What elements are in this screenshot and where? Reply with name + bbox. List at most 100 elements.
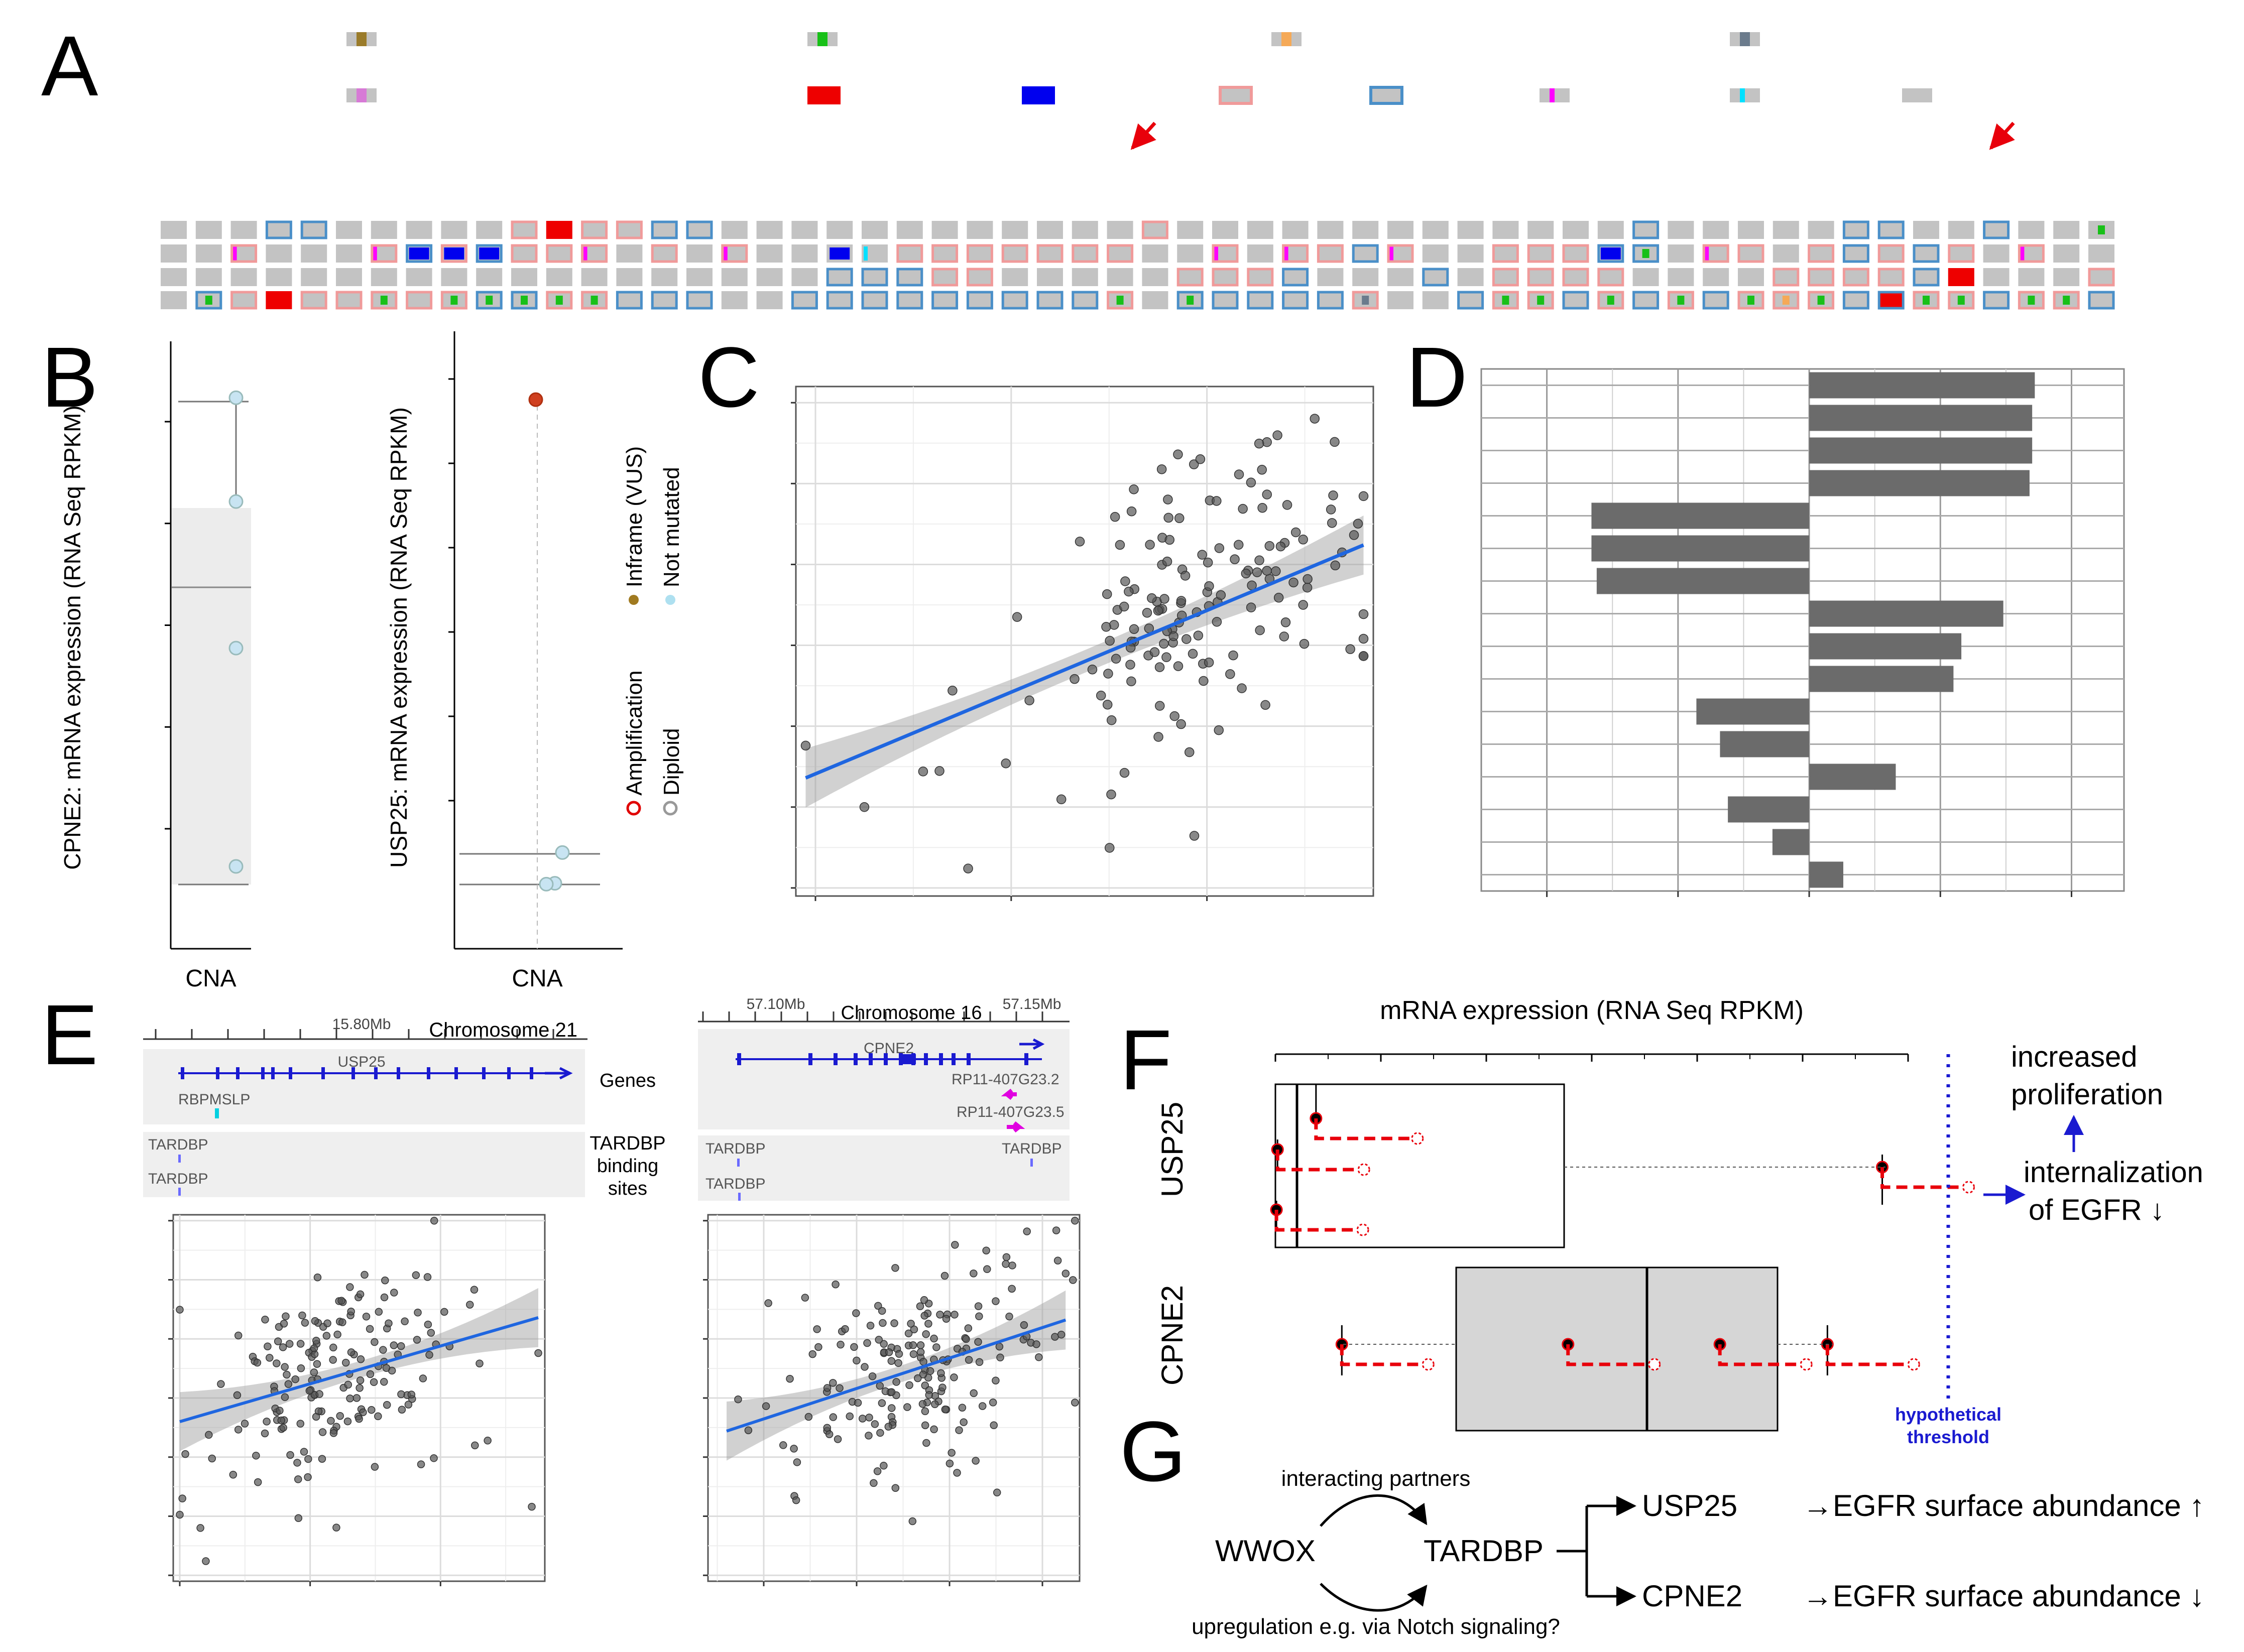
panel-c-scatter (791, 386, 1374, 901)
oncoprint-cell (1001, 244, 1028, 263)
f-cpne2-box (1455, 1266, 1779, 1432)
scatter-point (1272, 430, 1282, 440)
oncoprint-cell (1808, 291, 1835, 310)
oncoprint-cell (756, 268, 783, 286)
e-left-site1: TARDBP (148, 1136, 208, 1153)
scatter-point (252, 1452, 260, 1460)
bar-ppar (1591, 535, 1810, 562)
scatter-point (1280, 617, 1291, 627)
e-right-site1: TARDBP (705, 1140, 765, 1157)
oncoprint-cell (511, 244, 538, 263)
oncoprint-cell (1107, 244, 1134, 263)
scatter-point (414, 1309, 422, 1317)
scatter-point (1071, 1217, 1079, 1225)
oncoprint-cell (581, 291, 608, 310)
scatter-point (909, 1350, 918, 1358)
scatter-point (874, 1302, 882, 1310)
scatter-point (1173, 661, 1184, 671)
b-left-point (228, 641, 244, 656)
scatter-point (937, 1369, 945, 1377)
scatter-point (859, 802, 870, 812)
legend-amplification-swatch (626, 801, 641, 816)
scatter-point (962, 1335, 970, 1343)
scatter-point (1005, 1312, 1013, 1321)
scatter-point (300, 1448, 308, 1456)
oncoprint-cell (1457, 291, 1484, 310)
scatter-point (361, 1270, 369, 1279)
panel-f: mRNA expression (RNA Seq RPKM) USP25 CPN… (1155, 996, 2203, 1447)
oncoprint-cell (581, 244, 608, 263)
scatter-point (336, 1412, 344, 1420)
scatter-point (1193, 630, 1204, 641)
oncoprint-cell (1703, 221, 1729, 239)
scatter-point (1252, 567, 1262, 577)
scatter-point (371, 1338, 379, 1346)
scatter-point (1032, 1340, 1040, 1348)
oncoprint-cell (1703, 268, 1729, 286)
oncoprint-cell (686, 291, 713, 310)
legend-swatch-8 (1369, 86, 1403, 105)
oncoprint-cell (1632, 268, 1659, 286)
oncoprint-cell (1457, 268, 1484, 286)
scatter-point (948, 1449, 956, 1457)
scatter-point (875, 1336, 883, 1344)
oncoprint-cell (1702, 244, 1729, 263)
scatter-point (178, 1494, 186, 1502)
oncoprint-cell (1282, 244, 1309, 263)
scatter-point (1105, 636, 1115, 646)
scatter-point (1225, 669, 1235, 679)
panel-e-tracks: 15.80Mb Chromosome 21 USP25 RBPMSLP TARD… (143, 996, 1070, 1201)
oncoprint-cell (1737, 291, 1764, 310)
scatter-point (208, 1454, 216, 1463)
oncoprint-cell (2018, 268, 2045, 286)
g-edge-top: interacting partners (1281, 1466, 1471, 1491)
scatter-point (948, 686, 958, 696)
oncoprint-cell (862, 244, 888, 263)
legend-diploid: Diploid (659, 728, 684, 796)
scatter-point (357, 1355, 365, 1363)
scatter-point (1119, 768, 1130, 778)
scatter-point (1189, 459, 1199, 469)
scatter-point (176, 1510, 184, 1519)
oncoprint-cell (1668, 268, 1694, 286)
scatter-point (995, 1342, 1004, 1351)
oncoprint-cell (1773, 268, 1800, 287)
scatter-point (1216, 590, 1226, 600)
e-right-pos1: 57.10Mb (747, 996, 805, 1012)
scatter-point (955, 1426, 963, 1434)
scatter-point (829, 1413, 838, 1421)
scatter-point (1358, 651, 1369, 661)
scatter-point (298, 1311, 306, 1320)
oncoprint-cell (791, 291, 818, 310)
scatter-point (1199, 676, 1209, 686)
scatter-point (975, 1312, 983, 1321)
oncoprint-cell (1037, 221, 1063, 239)
scatter-point (951, 1241, 959, 1249)
scatter-point (1153, 605, 1163, 616)
scatter-point (1035, 1353, 1043, 1361)
scatter-point (277, 1416, 286, 1425)
scatter-point (375, 1308, 383, 1316)
legend-swatch-9 (1540, 88, 1570, 102)
scatter-point (970, 1269, 978, 1278)
oncoprint-cell (1422, 221, 1449, 239)
panel-b: CPNE2: mRNA expression (RNA Seq RPKM) CN… (59, 331, 684, 992)
scatter-point (534, 1349, 542, 1357)
oncoprint-cell (1212, 244, 1239, 263)
oncoprint-cell (161, 291, 187, 309)
scatter-point (903, 1403, 911, 1411)
scatter-point (1262, 489, 1272, 499)
panel-g-diagram: WWOX TARDBP interacting partners upregul… (1192, 1466, 2204, 1639)
scatter-point (1330, 437, 1340, 447)
b-left-ylabel: CPNE2: mRNA expression (RNA Seq RPKM) (59, 405, 85, 869)
e-left-pos: 15.80Mb (332, 1016, 391, 1033)
scatter-point (404, 1401, 413, 1409)
e-mid-tardbp: TARDBP (589, 1133, 665, 1154)
oncoprint-cell (826, 268, 853, 287)
scatter-point (440, 1308, 448, 1316)
scatter-point (865, 1414, 873, 1422)
scatter-point (419, 1374, 427, 1382)
bar-vegf (1809, 861, 1843, 888)
oncoprint-cell (476, 221, 503, 239)
scatter-point (1145, 540, 1155, 550)
